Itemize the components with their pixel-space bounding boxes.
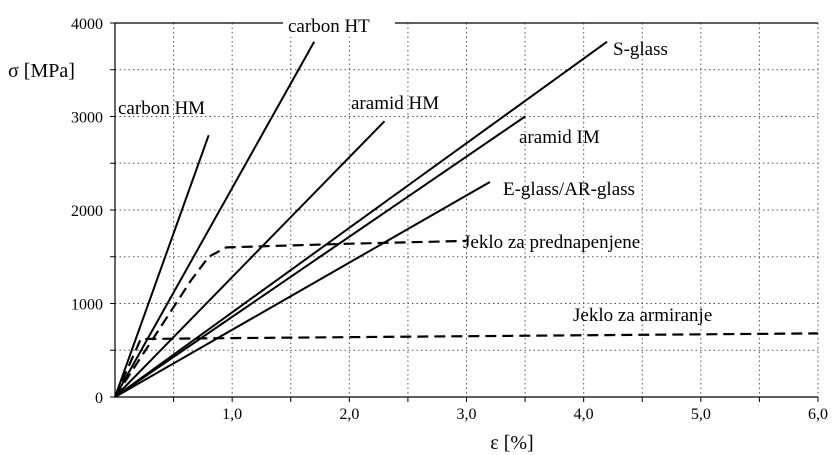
x-tick-label: 4,0 bbox=[574, 406, 594, 423]
series-line-e-glass-ar-glass bbox=[114, 181, 491, 398]
series-label: Jeklo za prednapenjene bbox=[463, 232, 640, 253]
series-label: carbon HT bbox=[288, 16, 370, 37]
label-background bbox=[283, 13, 395, 37]
x-tick-label: 1,0 bbox=[222, 406, 242, 423]
y-tick-label: 2000 bbox=[71, 203, 103, 220]
series-label: E-glass/AR-glass bbox=[503, 179, 635, 200]
series-line-aramid-im bbox=[114, 115, 526, 398]
series-lines bbox=[113, 40, 819, 398]
series-line-jeklo-za-armiranje bbox=[113, 332, 819, 398]
y-tick-label: 3000 bbox=[71, 110, 103, 127]
series-label: Jeklo za armiranje bbox=[573, 305, 712, 326]
y-tick-label: 1000 bbox=[71, 297, 103, 314]
series-label: aramid HM bbox=[351, 93, 439, 114]
labels: carbon HM carbon HT aramid HM S-glass aramid… bbox=[118, 13, 712, 326]
series-line-aramid-hm bbox=[114, 120, 386, 398]
x-tick-label: 6,0 bbox=[808, 406, 828, 423]
series-line-carbon-ht bbox=[114, 41, 316, 398]
axes: 1,0 2,0 3,0 4,0 5,0 6,0 0 1000 2000 3000 4000 ε [%]… bbox=[8, 16, 828, 454]
y-tick-label: 4000 bbox=[71, 16, 103, 33]
series-label: carbon HM bbox=[118, 98, 205, 119]
x-tick-label: 3,0 bbox=[457, 406, 477, 423]
series-line-carbon-hm bbox=[114, 134, 210, 398]
x-axis-label: ε [%] bbox=[490, 432, 533, 454]
x-tick-label: 5,0 bbox=[691, 406, 711, 423]
series-label: S-glass bbox=[613, 39, 668, 60]
series-label: aramid IM bbox=[519, 127, 600, 148]
y-axis-label: σ [MPa] bbox=[8, 60, 75, 82]
y-tick-label: 0 bbox=[95, 390, 103, 407]
x-tick-label: 2,0 bbox=[339, 406, 359, 423]
series-line-jeklo-za-prednapenjene bbox=[114, 239, 467, 398]
